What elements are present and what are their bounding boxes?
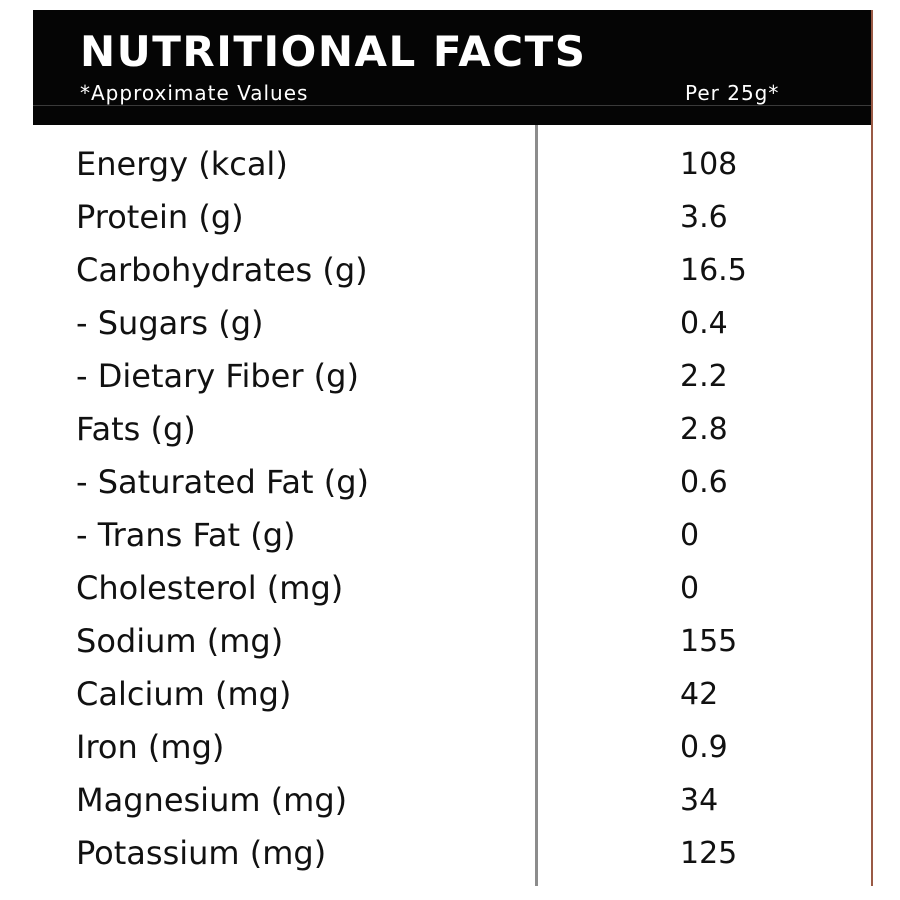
nutrient-name: Protein (g): [76, 198, 244, 236]
nutrient-row: - Saturated Fat (g) 0.6: [33, 456, 872, 509]
nutrient-row: Potassium (mg) 125: [33, 827, 872, 880]
nutrient-row: Energy (kcal) 108: [33, 138, 872, 191]
nutrient-row: - Trans Fat (g) 0: [33, 509, 872, 562]
nutrient-value: 125: [680, 836, 738, 871]
nutrient-row: - Sugars (g) 0.4: [33, 297, 872, 350]
nutrient-row: Sodium (mg) 155: [33, 615, 872, 668]
nutrient-name: - Dietary Fiber (g): [76, 357, 359, 395]
column-divider: [535, 125, 538, 886]
nutrient-row: Protein (g) 3.6: [33, 191, 872, 244]
nutrient-row: Fats (g) 2.8: [33, 403, 872, 456]
approximate-values-note: *Approximate Values: [80, 81, 309, 105]
nutrition-header: NUTRITIONAL FACTS *Approximate Values Pe…: [33, 10, 872, 125]
nutrient-name: - Sugars (g): [76, 304, 264, 342]
nutrient-value: 16.5: [680, 253, 747, 288]
nutrient-value: 2.8: [680, 412, 728, 447]
nutrient-name: Fats (g): [76, 410, 196, 448]
nutrient-value: 42: [680, 677, 719, 712]
nutrition-title: NUTRITIONAL FACTS: [80, 27, 587, 76]
header-divider-line: [33, 105, 872, 106]
nutrient-value: 0.9: [680, 730, 728, 765]
nutrient-name: Calcium (mg): [76, 675, 292, 713]
nutrient-name: Magnesium (mg): [76, 781, 348, 819]
nutrient-value: 108: [680, 147, 738, 182]
nutrient-value: 2.2: [680, 359, 728, 394]
nutrient-name: Iron (mg): [76, 728, 225, 766]
nutrient-value: 0.4: [680, 306, 728, 341]
nutrition-facts-panel: NUTRITIONAL FACTS *Approximate Values Pe…: [33, 10, 872, 886]
nutrient-name: Carbohydrates (g): [76, 251, 368, 289]
nutrient-name: Cholesterol (mg): [76, 569, 344, 607]
nutrient-value: 0.6: [680, 465, 728, 500]
nutrient-name: Potassium (mg): [76, 834, 327, 872]
nutrient-value: 34: [680, 783, 719, 818]
nutrient-name: - Saturated Fat (g): [76, 463, 370, 501]
nutrient-value: 0: [680, 518, 700, 553]
nutrient-row: Calcium (mg) 42: [33, 668, 872, 721]
nutrient-name: Energy (kcal): [76, 145, 288, 183]
serving-size-label: Per 25g*: [685, 81, 780, 105]
nutrient-value: 0: [680, 571, 700, 606]
nutrient-row: Iron (mg) 0.9: [33, 721, 872, 774]
panel-right-border: [871, 10, 873, 886]
nutrient-name: Sodium (mg): [76, 622, 284, 660]
nutrient-value: 3.6: [680, 200, 728, 235]
nutrient-row: Magnesium (mg) 34: [33, 774, 872, 827]
nutrient-name: - Trans Fat (g): [76, 516, 296, 554]
nutrient-value: 155: [680, 624, 738, 659]
nutrient-row: Carbohydrates (g) 16.5: [33, 244, 872, 297]
nutrient-row: - Dietary Fiber (g) 2.2: [33, 350, 872, 403]
nutrient-row: Cholesterol (mg) 0: [33, 562, 872, 615]
nutrient-table: Energy (kcal) 108 Protein (g) 3.6 Carbohydra…: [33, 138, 872, 880]
